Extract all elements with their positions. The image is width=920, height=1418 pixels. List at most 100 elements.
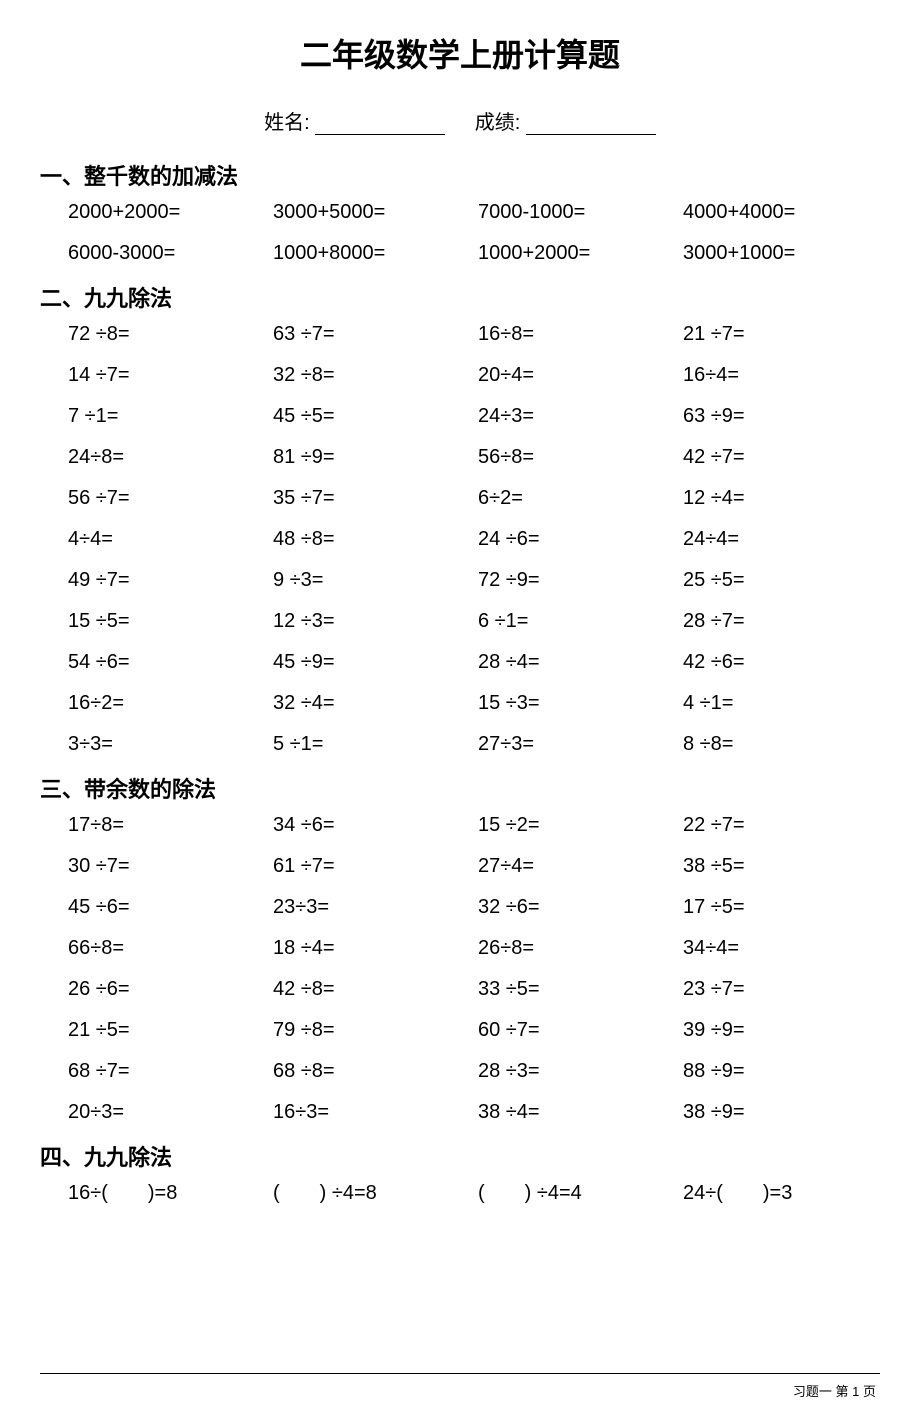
- problem-cell: 15 ÷3=: [478, 692, 675, 715]
- problem-cell: 20÷3=: [68, 1101, 265, 1124]
- problem-cell: 54 ÷6=: [68, 651, 265, 674]
- problem-cell: 56 ÷7=: [68, 487, 265, 510]
- problem-cell: 26÷8=: [478, 937, 675, 960]
- problem-cell: 38 ÷4=: [478, 1101, 675, 1124]
- problem-cell: 32 ÷6=: [478, 896, 675, 919]
- problem-cell: 8 ÷8=: [683, 733, 880, 756]
- problem-cell: 21 ÷5=: [68, 1019, 265, 1042]
- score-label: 成绩:: [475, 112, 521, 134]
- problem-grid: 17÷8= 34 ÷6= 15 ÷2= 22 ÷7= 30 ÷7= 61 ÷7= 27÷4=…: [40, 814, 880, 1124]
- problem-cell: 72 ÷9=: [478, 569, 675, 592]
- problem-cell: 7000-1000=: [478, 201, 675, 224]
- problem-cell: 28 ÷7=: [683, 610, 880, 633]
- problem-cell: 6000-3000=: [68, 242, 265, 265]
- problem-cell: 30 ÷7=: [68, 855, 265, 878]
- problem-cell: 1000+2000=: [478, 242, 675, 265]
- problem-cell: 24÷( )=3: [683, 1182, 880, 1205]
- problem-cell: 24÷3=: [478, 405, 675, 428]
- problem-cell: 5 ÷1=: [273, 733, 470, 756]
- problem-cell: 12 ÷4=: [683, 487, 880, 510]
- problem-cell: 26 ÷6=: [68, 978, 265, 1001]
- problem-cell: 28 ÷3=: [478, 1060, 675, 1083]
- problem-cell: 38 ÷5=: [683, 855, 880, 878]
- problem-cell: 1000+8000=: [273, 242, 470, 265]
- problem-cell: 3000+1000=: [683, 242, 880, 265]
- problem-cell: 56÷8=: [478, 446, 675, 469]
- problem-cell: 21 ÷7=: [683, 323, 880, 346]
- problem-cell: 20÷4=: [478, 364, 675, 387]
- problem-cell: 12 ÷3=: [273, 610, 470, 633]
- section-title: 三、带余数的除法: [40, 772, 880, 804]
- problem-cell: 48 ÷8=: [273, 528, 470, 551]
- problem-cell: 24÷8=: [68, 446, 265, 469]
- problem-cell: 17 ÷5=: [683, 896, 880, 919]
- problem-grid: 16÷( )=8 ( ) ÷4=8 ( ) ÷4=4 24÷( )=3: [40, 1182, 880, 1205]
- problem-cell: 35 ÷7=: [273, 487, 470, 510]
- problem-cell: 9 ÷3=: [273, 569, 470, 592]
- problem-cell: 6÷2=: [478, 487, 675, 510]
- problem-cell: 45 ÷9=: [273, 651, 470, 674]
- problem-cell: 16÷8=: [478, 323, 675, 346]
- problem-cell: 15 ÷2=: [478, 814, 675, 837]
- problem-cell: 63 ÷7=: [273, 323, 470, 346]
- problem-cell: 88 ÷9=: [683, 1060, 880, 1083]
- problem-cell: 79 ÷8=: [273, 1019, 470, 1042]
- footer-text: 习题一 第 1 页: [793, 1381, 876, 1400]
- problem-cell: 15 ÷5=: [68, 610, 265, 633]
- problem-cell: 23÷3=: [273, 896, 470, 919]
- problem-cell: 16÷2=: [68, 692, 265, 715]
- problem-cell: 32 ÷8=: [273, 364, 470, 387]
- problem-cell: 72 ÷8=: [68, 323, 265, 346]
- problem-cell: 32 ÷4=: [273, 692, 470, 715]
- problem-cell: 3000+5000=: [273, 201, 470, 224]
- problem-cell: 2000+2000=: [68, 201, 265, 224]
- problem-cell: 42 ÷6=: [683, 651, 880, 674]
- problem-cell: ( ) ÷4=8: [273, 1182, 470, 1205]
- score-blank: [526, 115, 656, 135]
- problem-cell: 6 ÷1=: [478, 610, 675, 633]
- problem-cell: 27÷4=: [478, 855, 675, 878]
- footer-rule: [40, 1373, 880, 1374]
- problem-cell: 23 ÷7=: [683, 978, 880, 1001]
- problem-grid: 72 ÷8= 63 ÷7= 16÷8= 21 ÷7= 14 ÷7= 32 ÷8= 20÷4=…: [40, 323, 880, 756]
- problem-cell: 3÷3=: [68, 733, 265, 756]
- problem-cell: ( ) ÷4=4: [478, 1182, 675, 1205]
- problem-cell: 68 ÷7=: [68, 1060, 265, 1083]
- problem-cell: 7 ÷1=: [68, 405, 265, 428]
- problem-cell: 4÷4=: [68, 528, 265, 551]
- section-title: 二、九九除法: [40, 281, 880, 313]
- problem-cell: 28 ÷4=: [478, 651, 675, 674]
- problem-cell: 45 ÷5=: [273, 405, 470, 428]
- section-title: 四、九九除法: [40, 1140, 880, 1172]
- problem-cell: 45 ÷6=: [68, 896, 265, 919]
- problem-grid: 2000+2000= 3000+5000= 7000-1000= 4000+4000=…: [40, 201, 880, 265]
- problem-cell: 61 ÷7=: [273, 855, 470, 878]
- student-info-row: 姓名: 成绩:: [40, 106, 880, 135]
- problem-cell: 60 ÷7=: [478, 1019, 675, 1042]
- problem-cell: 34 ÷6=: [273, 814, 470, 837]
- name-label: 姓名:: [264, 112, 310, 134]
- problem-cell: 24 ÷6=: [478, 528, 675, 551]
- problem-cell: 27÷3=: [478, 733, 675, 756]
- problem-cell: 42 ÷7=: [683, 446, 880, 469]
- problem-cell: 16÷( )=8: [68, 1182, 265, 1205]
- problem-cell: 22 ÷7=: [683, 814, 880, 837]
- problem-cell: 17÷8=: [68, 814, 265, 837]
- problem-cell: 34÷4=: [683, 937, 880, 960]
- problem-cell: 4000+4000=: [683, 201, 880, 224]
- page-title: 二年级数学上册计算题: [40, 30, 880, 76]
- problem-cell: 38 ÷9=: [683, 1101, 880, 1124]
- problem-cell: 63 ÷9=: [683, 405, 880, 428]
- section-title: 一、整千数的加减法: [40, 159, 880, 191]
- problem-cell: 16÷4=: [683, 364, 880, 387]
- problem-cell: 18 ÷4=: [273, 937, 470, 960]
- problem-cell: 81 ÷9=: [273, 446, 470, 469]
- problem-cell: 66÷8=: [68, 937, 265, 960]
- problem-cell: 14 ÷7=: [68, 364, 265, 387]
- problem-cell: 68 ÷8=: [273, 1060, 470, 1083]
- name-blank: [315, 115, 445, 135]
- problem-cell: 42 ÷8=: [273, 978, 470, 1001]
- problem-cell: 25 ÷5=: [683, 569, 880, 592]
- problem-cell: 16÷3=: [273, 1101, 470, 1124]
- problem-cell: 4 ÷1=: [683, 692, 880, 715]
